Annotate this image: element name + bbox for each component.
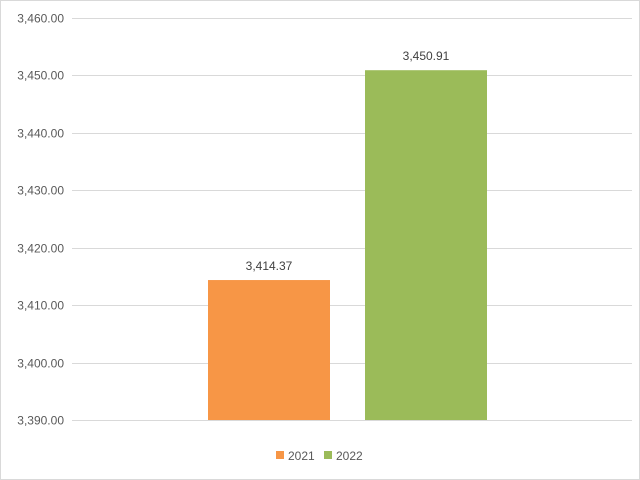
y-tick-label: 3,460.00 xyxy=(17,12,64,26)
bar-2022 xyxy=(365,70,487,420)
legend-swatch-2022 xyxy=(324,451,332,459)
y-tick-label: 3,400.00 xyxy=(17,357,64,371)
data-label-2021: 3,414.37 xyxy=(246,259,293,273)
legend-swatch-2021 xyxy=(276,451,284,459)
y-tick-label: 3,410.00 xyxy=(17,299,64,313)
bar-2021 xyxy=(208,280,330,420)
y-tick-label: 3,420.00 xyxy=(17,242,64,256)
y-tick-label: 3,440.00 xyxy=(17,127,64,141)
y-tick-label: 3,390.00 xyxy=(17,414,64,428)
data-label-2022: 3,450.91 xyxy=(403,49,450,63)
legend-label-2022: 2022 xyxy=(336,449,363,463)
legend-label-2021: 2021 xyxy=(288,449,315,463)
y-tick-label: 3,430.00 xyxy=(17,184,64,198)
y-tick-label: 3,450.00 xyxy=(17,69,64,83)
